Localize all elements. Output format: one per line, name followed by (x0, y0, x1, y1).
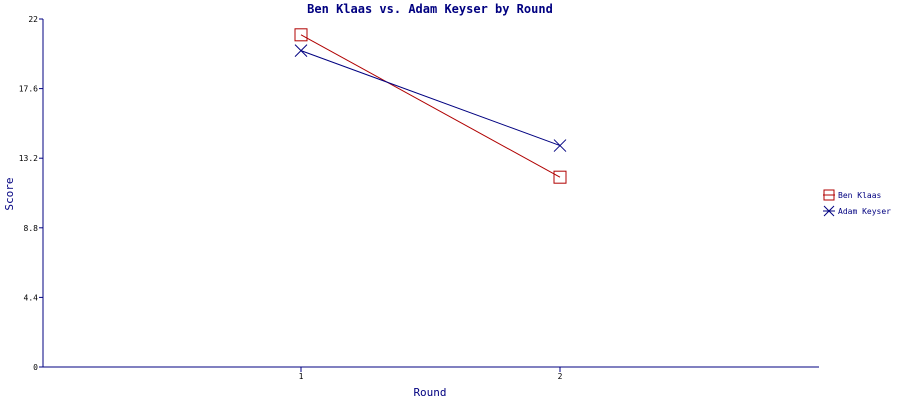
y-tick-label: 0 (33, 363, 38, 372)
y-tick-label: 8.8 (24, 224, 39, 233)
legend-label: Adam Keyser (838, 207, 891, 216)
x-tick-label: 2 (558, 372, 563, 381)
x-marker-stroke (823, 205, 835, 217)
series-line (300, 34, 561, 178)
series-adam-keyser (294, 44, 567, 152)
legend-item: Ben Klaas (823, 189, 882, 201)
legend-item: Adam Keyser (823, 205, 891, 217)
square-marker (294, 28, 308, 42)
legend: Ben Klaas Adam Keyser (823, 189, 891, 217)
x-tick-label: 1 (299, 372, 304, 381)
x-marker-stroke (553, 139, 567, 152)
series-line (300, 50, 561, 147)
square-marker (553, 170, 567, 184)
x-marker (553, 139, 567, 152)
x-marker (294, 44, 308, 57)
x-marker (823, 205, 835, 217)
y-tick-label: 22 (28, 15, 38, 24)
y-tick-label: 4.4 (24, 293, 39, 302)
square-marker (823, 189, 835, 201)
series-layer (294, 28, 567, 184)
series-ben-klaas (294, 28, 567, 184)
y-axis-label: Score (3, 177, 16, 210)
chart-title: Ben Klaas vs. Adam Keyser by Round (307, 2, 553, 16)
y-tick-label: 13.2 (19, 154, 38, 163)
y-tick-label: 17.6 (19, 85, 38, 94)
legend-label: Ben Klaas (838, 191, 882, 200)
x-marker-stroke (294, 44, 308, 57)
x-axis-label: Round (413, 386, 446, 399)
axes: 0 4.4 8.8 13.2 17.6 22 1 2 (19, 15, 819, 381)
